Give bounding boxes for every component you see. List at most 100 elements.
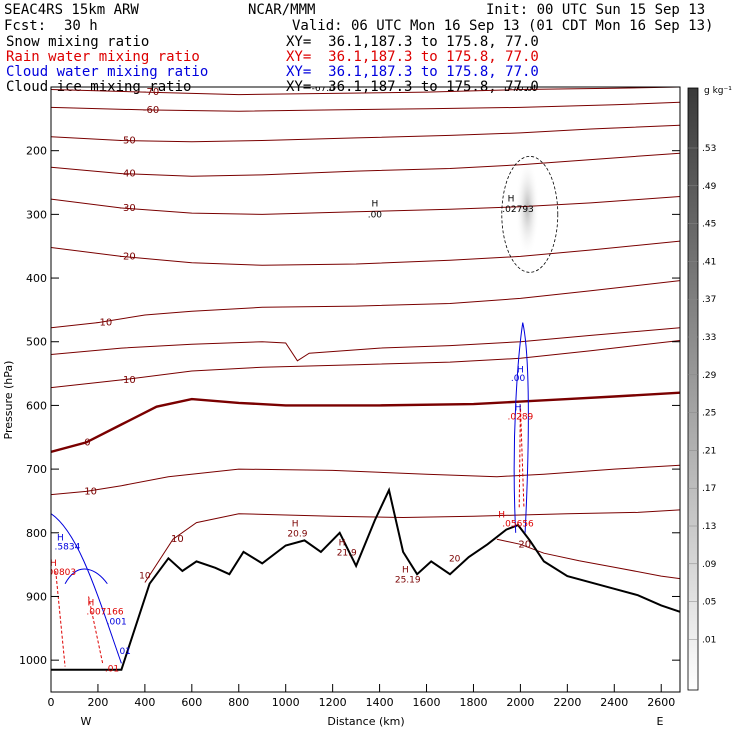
contour-label-3: -40 (119, 169, 135, 180)
x-tick-label-7: 1400 (366, 696, 394, 709)
temperature-contour-9 (51, 391, 680, 454)
x-tick-label-13: 2600 (647, 696, 675, 709)
contour-label-9: 0 (84, 437, 90, 448)
point-label-27: L-70.6? (504, 84, 537, 94)
x-tick-label-4: 800 (228, 696, 249, 709)
terrain-line (51, 487, 680, 671)
y-tick-label-4: 600 (26, 399, 47, 412)
colorbar-label-12: .05 (702, 598, 716, 608)
fcst-label: Fcst: (4, 18, 47, 34)
contour-label-11: 10 (171, 534, 184, 545)
point-label-10: H (292, 519, 299, 529)
colorbar-label-6: .29 (702, 371, 717, 381)
x-tick-label-10: 2000 (506, 696, 534, 709)
temperature-contour-11 (144, 509, 680, 583)
colorbar: .53 .49 .45 .41 .37 .33 .29 .25 .21 .17 .13 .09 .05.… (687, 87, 717, 691)
point-label-22: .007166 (86, 607, 123, 617)
temperature-contour-10 (51, 464, 680, 496)
x-tick-label-6: 1200 (319, 696, 347, 709)
colorbar-scale (687, 87, 699, 691)
x-tick-label-8: 1600 (413, 696, 441, 709)
side-label-east: E (657, 715, 664, 728)
x-tick-label-12: 2400 (600, 696, 628, 709)
legend-rain-label: Rain water mixing ratio (6, 49, 200, 65)
colorbar-label-10: .13 (702, 522, 716, 532)
y-tick-label-1: 300 (26, 208, 47, 221)
point-label-9: .05656 (502, 519, 534, 529)
contour-label-4: -30 (119, 203, 135, 214)
point-label-18: .5834 (55, 542, 81, 552)
colorbar-label-0: .53 (702, 144, 716, 154)
x-tick-label-3: 600 (181, 696, 202, 709)
colorbar-label-5: .33 (702, 333, 716, 343)
contour-label-6: -10 (96, 318, 112, 329)
point-label-2: H (508, 195, 515, 205)
point-label-25: .01 (105, 665, 119, 675)
x-tick-label-0: 0 (48, 696, 55, 709)
temperature-contour-0 (51, 87, 680, 96)
point-label-8: H (498, 511, 505, 521)
temperature-contour-6 (51, 280, 680, 329)
point-label-5: .00 (511, 374, 526, 384)
point-label-13: 21.9 (337, 549, 357, 559)
point-label-15: 25.19 (395, 575, 421, 585)
colorbar-unit: g kg⁻¹ (704, 86, 732, 96)
point-label-14: H (402, 565, 409, 575)
x-tick-label-1: 200 (87, 696, 108, 709)
colorbar-label-7: .25 (702, 409, 716, 419)
contour-label-0: -70 (143, 87, 159, 98)
y-tick-label-8: 1000 (19, 654, 47, 667)
legend-cloud-water-xy: XY= 36.1,187.3 to 175.8, 77.0 (286, 64, 539, 80)
temperature-contour-1 (51, 101, 680, 112)
point-label-21: H (88, 598, 95, 608)
y-tick-label-7: 900 (26, 590, 47, 603)
y-tick-label-0: 200 (26, 145, 47, 158)
colorbar-label-4: .37 (702, 295, 716, 305)
rain-water-contour (518, 405, 525, 508)
legend-snow-xy: XY= 36.1,187.3 to 175.8, 77.0 (286, 34, 539, 50)
contour-label-1: -60 (143, 105, 159, 116)
point-label-11: 20.9 (287, 530, 307, 540)
point-label-16: 20 (449, 554, 461, 564)
point-label-28: -67.0 (312, 84, 336, 94)
temperature-contour-7 (51, 327, 680, 362)
legend-snow-label: Snow mixing ratio (6, 34, 150, 50)
temperature-contour-3 (51, 152, 680, 177)
colorbar-label-11: .09 (702, 560, 717, 570)
x-tick-label-11: 2200 (553, 696, 581, 709)
rain-water-contour-west (55, 570, 104, 667)
point-label-6: H (515, 404, 522, 414)
valid-time: Valid: 06 UTC Mon 16 Sep 13 (01 CDT Mon … (292, 18, 714, 34)
contour-label-12: 20 (518, 539, 531, 550)
cloud-water-contour-west (51, 513, 122, 664)
side-label-west: W (81, 715, 92, 728)
y-axis-label: Pressure (hPa) (2, 361, 15, 440)
point-label-12: H (339, 539, 346, 549)
point-label-7: .0289 (508, 412, 534, 422)
cloud-water-contour (513, 322, 529, 533)
legend-rain-xy: XY= 36.1,187.3 to 175.8, 77.0 (286, 49, 539, 65)
colorbar-label-3: .41 (702, 257, 716, 267)
init-time: Init: 00 UTC Sun 15 Sep 13 (486, 2, 706, 18)
temperature-contour-12 (496, 538, 680, 580)
y-tick-label-3: 500 (26, 336, 47, 349)
fcst-value: 30 h (64, 18, 98, 34)
cloud-ice-shade (515, 158, 540, 258)
temperature-contour-4 (51, 196, 680, 215)
point-label-17: H (57, 533, 64, 543)
contour-label-8: -10 (119, 375, 135, 386)
model-title: SEAC4RS 15km ARW (4, 2, 139, 18)
colorbar-label-1: .49 (702, 182, 717, 192)
point-label-3: .02793 (502, 205, 534, 215)
plot-frame (50, 86, 681, 693)
point-label-23: .001 (107, 617, 127, 627)
point-label-4: H (517, 365, 524, 375)
colorbar-label-9: .17 (702, 484, 716, 494)
x-axis-label: Distance (km) (327, 715, 404, 728)
contour-label-2: -50 (119, 135, 135, 146)
center-title: NCAR/MMM (248, 2, 316, 18)
point-label-20: .00803 (45, 568, 77, 578)
